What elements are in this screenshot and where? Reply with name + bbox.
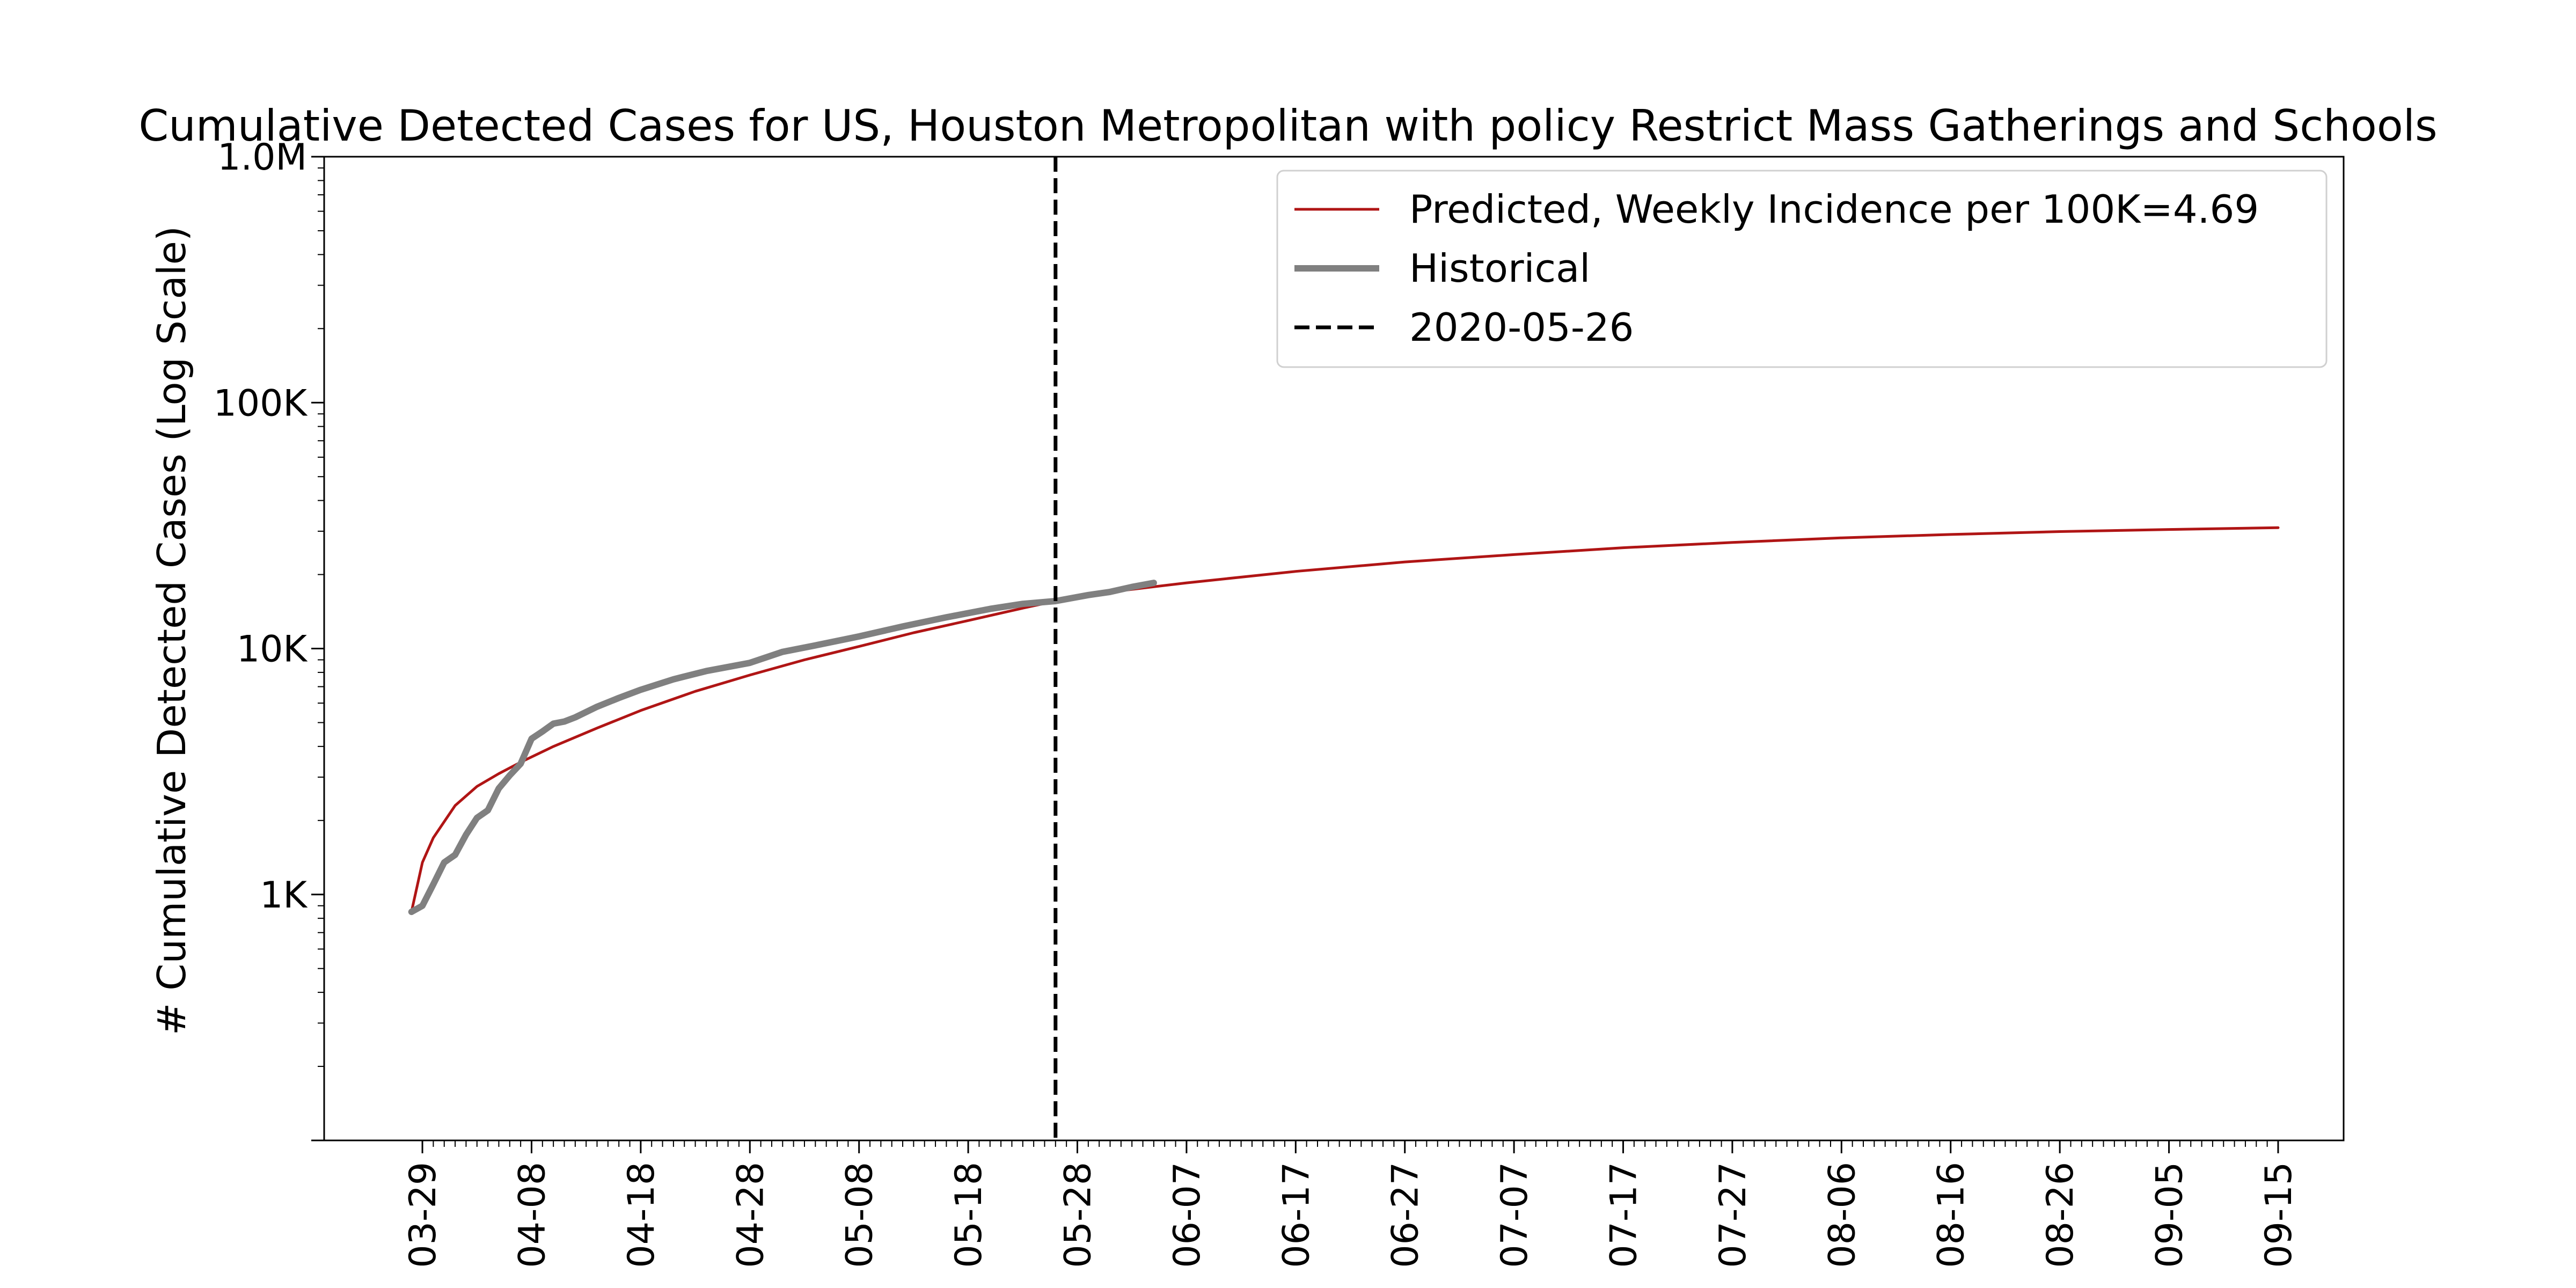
series-line-0 [410, 526, 2280, 913]
x-tick-label: 06-07 [1166, 1162, 1209, 1268]
x-tick-label: 04-08 [511, 1162, 553, 1268]
x-tick-label: 04-28 [729, 1162, 772, 1268]
x-tick-label: 05-08 [839, 1162, 881, 1268]
legend-frame [1276, 170, 2328, 368]
x-tick-label: 03-29 [402, 1162, 444, 1268]
x-tick-label: 09-05 [2149, 1162, 2191, 1268]
x-tick-label: 07-17 [1603, 1162, 1645, 1268]
y-tick-label: 100K [214, 382, 309, 425]
y-tick-label: 1.0M [217, 136, 307, 179]
x-tick-label: 05-28 [1057, 1162, 1099, 1268]
chart-title: Cumulative Detected Cases for US, Housto… [138, 101, 2437, 151]
x-tick-label: 09-15 [2258, 1162, 2300, 1268]
legend-reference-label: 2020-05-26 [1409, 305, 1634, 350]
y-axis-ticks: 1K 10K 100K 1.0M [214, 136, 324, 1141]
legend-predicted-label: Predicted, Weekly Incidence per 100K=4.6… [1409, 187, 2259, 232]
x-axis-ticks: 03-29 04-08 04-18 04-28 05-08 05-18 05-28 06-07… [402, 1140, 2300, 1268]
legend: Predicted, Weekly Incidence per 100K=4.6… [1276, 170, 2328, 368]
x-tick-label: 07-07 [1494, 1162, 1536, 1268]
y-tick-label: 1K [260, 874, 308, 917]
x-tick-label: 06-27 [1385, 1162, 1427, 1268]
y-tick-label: 10K [237, 628, 309, 671]
plot-area [323, 156, 2345, 1141]
x-tick-label: 04-18 [620, 1162, 663, 1268]
x-tick-label: 07-27 [1712, 1162, 1754, 1268]
series-line-1 [408, 580, 1157, 916]
x-tick-label: 08-06 [1821, 1162, 1863, 1268]
x-tick-label: 08-16 [1930, 1162, 1973, 1268]
x-tick-label: 05-18 [948, 1162, 990, 1268]
legend-historical-label: Historical [1409, 246, 1590, 291]
x-tick-label: 06-17 [1275, 1162, 1318, 1268]
y-axis-label: # Cumulative Detected Cases (Log Scale) [149, 226, 194, 1035]
x-tick-label: 08-26 [2039, 1162, 2082, 1268]
